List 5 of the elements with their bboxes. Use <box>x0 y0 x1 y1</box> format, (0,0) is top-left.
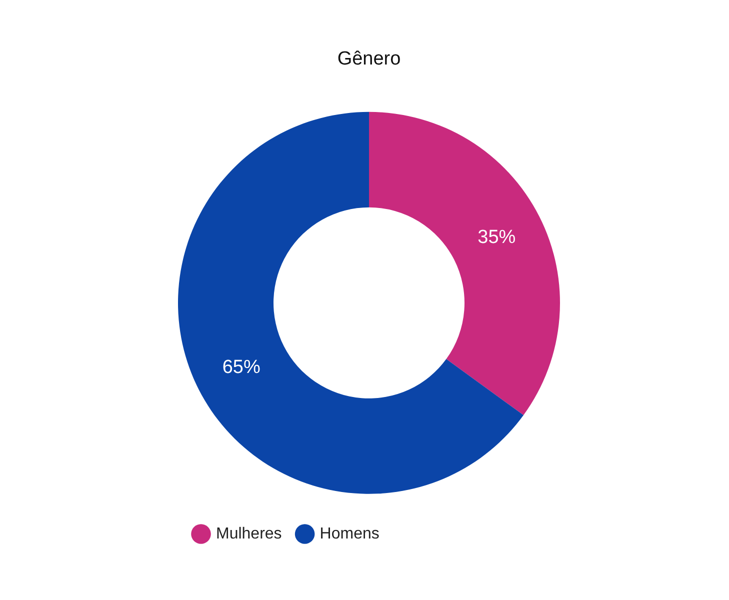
legend-label: Homens <box>320 525 380 542</box>
chart-title: Gênero <box>337 48 401 70</box>
data-label: 65% <box>222 357 260 378</box>
legend-label: Mulheres <box>216 525 282 542</box>
data-label: 35% <box>478 227 516 248</box>
